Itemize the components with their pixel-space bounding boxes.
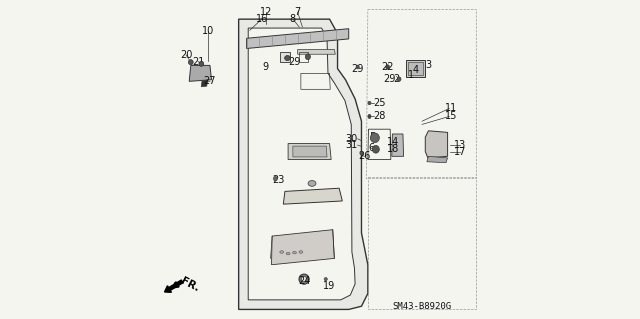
Text: 10: 10 (202, 26, 214, 36)
Bar (280, 52, 290, 62)
Polygon shape (239, 19, 368, 309)
Polygon shape (248, 28, 355, 300)
Text: 8: 8 (290, 14, 296, 24)
Polygon shape (392, 134, 404, 156)
Ellipse shape (368, 115, 371, 119)
Text: 13: 13 (454, 140, 467, 150)
Text: 2: 2 (394, 74, 400, 84)
Bar (406, 60, 425, 77)
Text: 27: 27 (204, 76, 216, 86)
Polygon shape (425, 131, 447, 158)
Text: SM43-B8920G: SM43-B8920G (392, 302, 452, 311)
Text: 6: 6 (368, 143, 374, 153)
Polygon shape (427, 156, 447, 163)
Text: 30: 30 (346, 134, 358, 144)
Polygon shape (288, 144, 331, 160)
Text: 14: 14 (387, 137, 399, 147)
Text: 11: 11 (445, 103, 457, 114)
Bar (408, 62, 423, 75)
Ellipse shape (386, 65, 390, 69)
Ellipse shape (188, 60, 193, 65)
Ellipse shape (397, 77, 401, 81)
Circle shape (301, 277, 307, 282)
Ellipse shape (308, 181, 316, 186)
Ellipse shape (292, 251, 296, 254)
Text: 26: 26 (358, 151, 371, 161)
Text: 24: 24 (298, 276, 310, 286)
Text: 29: 29 (288, 57, 301, 67)
Text: 7: 7 (294, 7, 301, 17)
Text: 1: 1 (408, 70, 414, 80)
Ellipse shape (371, 133, 380, 143)
Text: 31: 31 (346, 140, 358, 150)
Text: 29: 29 (351, 63, 364, 74)
FancyArrow shape (164, 280, 183, 292)
Text: FR.: FR. (179, 276, 201, 293)
Text: 21: 21 (192, 56, 204, 67)
Polygon shape (293, 146, 327, 157)
Ellipse shape (360, 151, 363, 155)
Ellipse shape (280, 251, 284, 253)
Ellipse shape (299, 251, 303, 253)
Polygon shape (298, 49, 335, 54)
Text: 29: 29 (383, 74, 396, 84)
Ellipse shape (285, 56, 291, 61)
Text: 25: 25 (374, 98, 386, 108)
Text: 9: 9 (263, 62, 269, 72)
Ellipse shape (368, 101, 371, 105)
Text: 4: 4 (413, 64, 419, 75)
Text: 17: 17 (454, 147, 467, 157)
Text: 18: 18 (387, 144, 399, 154)
Text: 5: 5 (369, 132, 376, 142)
Ellipse shape (286, 252, 290, 255)
Ellipse shape (372, 145, 380, 153)
Ellipse shape (324, 278, 327, 281)
Text: 16: 16 (255, 14, 268, 24)
Polygon shape (189, 65, 212, 81)
Polygon shape (271, 230, 334, 265)
Text: 3: 3 (426, 60, 431, 70)
Text: 20: 20 (180, 50, 192, 60)
Ellipse shape (356, 65, 359, 69)
Text: 12: 12 (260, 7, 272, 17)
Text: 23: 23 (273, 175, 285, 185)
Text: 15: 15 (445, 111, 457, 122)
Text: 19: 19 (323, 281, 336, 292)
Circle shape (299, 274, 309, 284)
Ellipse shape (273, 176, 277, 181)
Text: 28: 28 (374, 111, 386, 122)
Bar (299, 52, 308, 62)
Polygon shape (284, 188, 342, 204)
Ellipse shape (305, 54, 310, 60)
Polygon shape (202, 80, 208, 87)
Text: 22: 22 (381, 62, 394, 72)
Ellipse shape (199, 61, 204, 66)
Polygon shape (246, 29, 349, 48)
